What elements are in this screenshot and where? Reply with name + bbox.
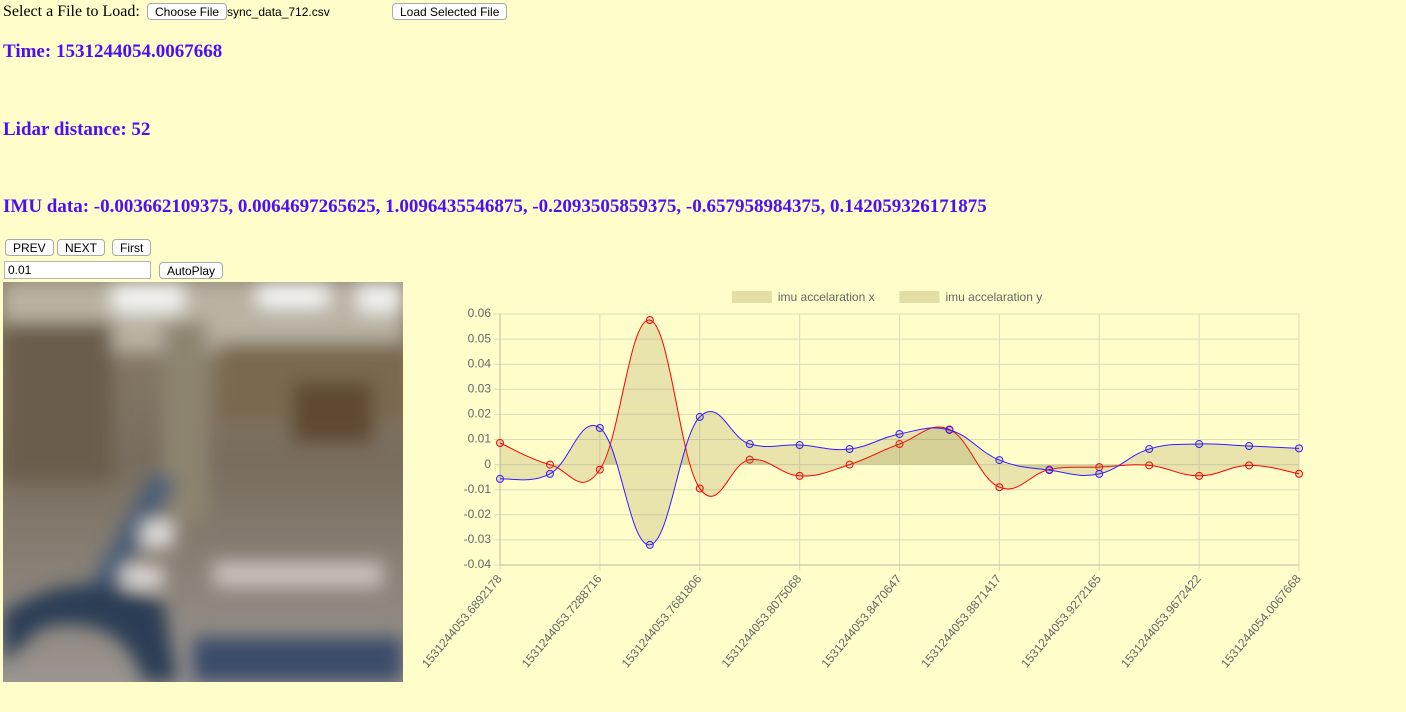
- data-point: [1045, 466, 1054, 475]
- data-point: [795, 471, 804, 480]
- data-point: [795, 441, 804, 450]
- y-tick-label: -0.01: [464, 482, 492, 496]
- y-tick-label: 0.01: [468, 432, 492, 446]
- next-button[interactable]: NEXT: [57, 239, 106, 256]
- step-input[interactable]: [4, 261, 151, 279]
- series-line: [499, 410, 1300, 546]
- series-area: [500, 319, 1299, 497]
- file-name: sync_data_712.csv: [227, 5, 330, 19]
- legend-swatch: [731, 291, 772, 303]
- y-tick-label: 0.06: [468, 306, 492, 320]
- data-point: [595, 465, 604, 474]
- file-label: Select a File to Load:: [3, 3, 140, 20]
- y-tick-label: 0.05: [468, 331, 492, 345]
- legend-swatch: [899, 291, 940, 303]
- y-tick-label: 0.03: [468, 381, 492, 395]
- y-tick-label: -0.04: [464, 557, 492, 571]
- data-point: [1145, 461, 1154, 470]
- data-point: [1295, 444, 1303, 453]
- camera-image: [3, 282, 403, 682]
- data-point: [845, 460, 854, 469]
- legend: imu accelaration x imu accelaration y: [731, 290, 1043, 304]
- y-tick-label: -0.03: [464, 532, 492, 546]
- data-point: [995, 483, 1004, 492]
- series-area: [500, 411, 1299, 545]
- time-readout: Time: 1531244054.0067668: [3, 41, 223, 62]
- x-tick-label: 1531244053.8871417: [918, 572, 1004, 671]
- data-point: [1295, 469, 1303, 478]
- y-tick-label: -0.02: [464, 507, 492, 521]
- load-file-button[interactable]: Load Selected File: [392, 3, 508, 20]
- y-tick-label: 0.04: [468, 356, 492, 370]
- legend-label: imu accelaration x: [778, 290, 875, 304]
- data-point: [1195, 440, 1204, 449]
- data-point: [595, 423, 604, 432]
- data-point: [845, 445, 854, 454]
- data-point: [895, 440, 904, 449]
- lidar-readout: Lidar distance: 52: [3, 119, 151, 140]
- data-point: [545, 469, 554, 478]
- data-point: [745, 440, 754, 449]
- data-point: [895, 429, 904, 438]
- data-point: [496, 474, 504, 483]
- legend-label: imu accelaration y: [946, 290, 1043, 304]
- x-tick-label: 1531244053.8075068: [719, 572, 805, 671]
- imu-chart: -0.04 -0.03 -0.02 -0.01 0 0.01 0.02 0.03 0.04 0.0…: [420, 290, 1304, 671]
- data-point: [1245, 442, 1254, 451]
- series-line: [499, 319, 1300, 497]
- autoplay-button[interactable]: AutoPlay: [159, 262, 224, 279]
- data-point: [496, 439, 504, 448]
- x-tick-label: 1531244053.7681806: [619, 572, 705, 671]
- x-tick-label: 1531244054.0067668: [1218, 572, 1304, 671]
- data-point: [695, 484, 704, 493]
- x-tick-label: 1531244053.7288716: [519, 572, 605, 671]
- data-point: [1195, 471, 1204, 480]
- prev-button[interactable]: PREV: [5, 239, 54, 256]
- x-tick-label: 1531244053.9672422: [1118, 572, 1204, 671]
- data-point: [645, 316, 654, 325]
- x-tick-label: 1531244053.8470647: [818, 572, 904, 671]
- x-tick-label: 1531244053.6892178: [420, 572, 505, 671]
- data-point: [645, 540, 654, 549]
- data-point: [745, 455, 754, 464]
- data-point: [995, 456, 1004, 465]
- data-point: [695, 412, 704, 421]
- data-point: [1095, 469, 1104, 478]
- data-point: [545, 460, 554, 469]
- data-point: [945, 425, 954, 434]
- x-tick-label: 1531244053.9272165: [1018, 572, 1104, 671]
- y-tick-label: 0.02: [468, 407, 492, 421]
- y-tick-label: 0: [484, 457, 491, 471]
- data-point: [1145, 445, 1154, 454]
- imu-readout: IMU data: -0.003662109375, 0.00646972656…: [3, 196, 987, 217]
- data-point: [1245, 461, 1254, 470]
- first-button[interactable]: First: [112, 239, 152, 256]
- choose-file-button[interactable]: Choose File: [147, 3, 228, 20]
